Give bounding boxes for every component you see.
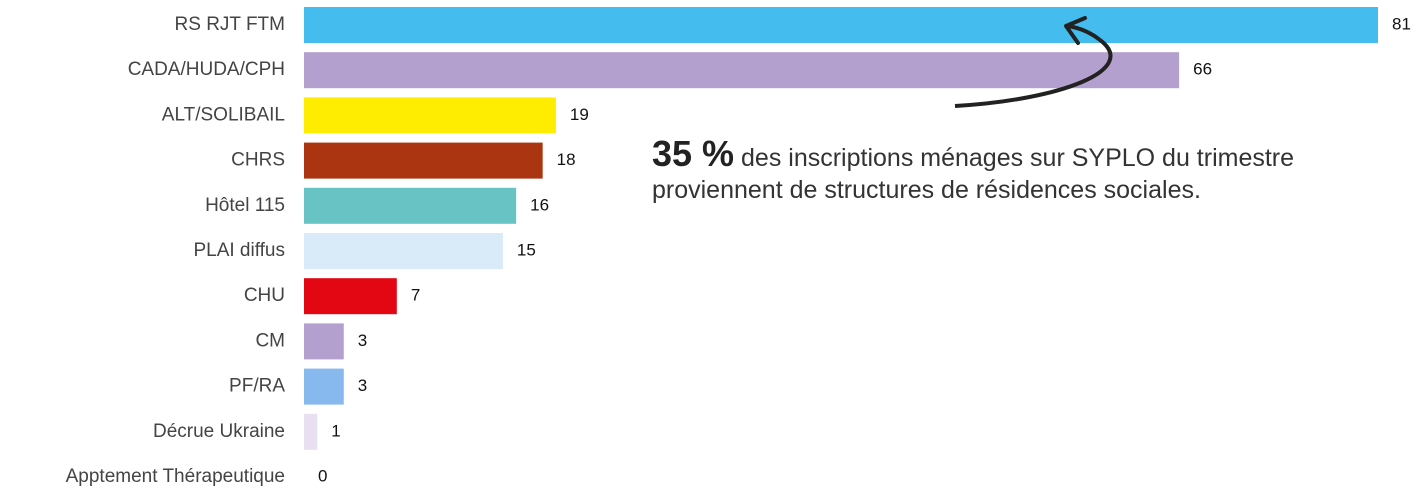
value-label: 7 xyxy=(411,286,420,305)
category-label: CHU xyxy=(244,285,285,306)
bar xyxy=(304,323,344,360)
bar xyxy=(304,7,1378,43)
category-label: PF/RA xyxy=(229,376,285,397)
category-label: CM xyxy=(255,330,285,351)
value-label: 0 xyxy=(318,466,327,485)
annotation-text: des inscriptions ménages sur SYPLO du tr… xyxy=(652,144,1295,204)
bar xyxy=(304,233,503,269)
value-label: 15 xyxy=(517,240,536,259)
bars: RS RJT FTM 81 CADA/HUDA/CPH 66 ALT/SOLIBAIL 1… xyxy=(66,7,1411,487)
bar xyxy=(304,97,556,134)
bar xyxy=(304,52,1180,89)
value-label: 19 xyxy=(570,105,589,124)
bar xyxy=(304,413,318,450)
annotation-highlight: 35 % xyxy=(652,133,735,174)
category-label: Apptement Thérapeutique xyxy=(66,466,285,487)
arrow-head xyxy=(1064,16,1087,45)
value-label: 18 xyxy=(557,150,576,169)
value-label: 3 xyxy=(358,376,367,395)
category-label: CADA/HUDA/CPH xyxy=(128,59,285,80)
category-label: PLAI diffus xyxy=(193,240,285,261)
category-label: ALT/SOLIBAIL xyxy=(162,104,285,125)
arrow xyxy=(954,24,1113,108)
value-label: 81 xyxy=(1392,14,1411,33)
bar xyxy=(304,142,543,179)
value-label: 3 xyxy=(358,331,367,350)
bar xyxy=(304,187,517,224)
value-label: 66 xyxy=(1193,60,1212,79)
annotation: 35 % des inscriptions ménages sur SYPLO … xyxy=(652,136,1332,206)
bar xyxy=(304,278,397,315)
category-label: RS RJT FTM xyxy=(175,14,285,35)
category-label: Décrue Ukraine xyxy=(153,421,285,442)
value-label: 16 xyxy=(530,195,549,214)
category-label: CHRS xyxy=(231,150,285,171)
category-label: Hôtel 115 xyxy=(205,195,285,216)
bar xyxy=(304,368,344,405)
value-label: 1 xyxy=(331,421,340,440)
